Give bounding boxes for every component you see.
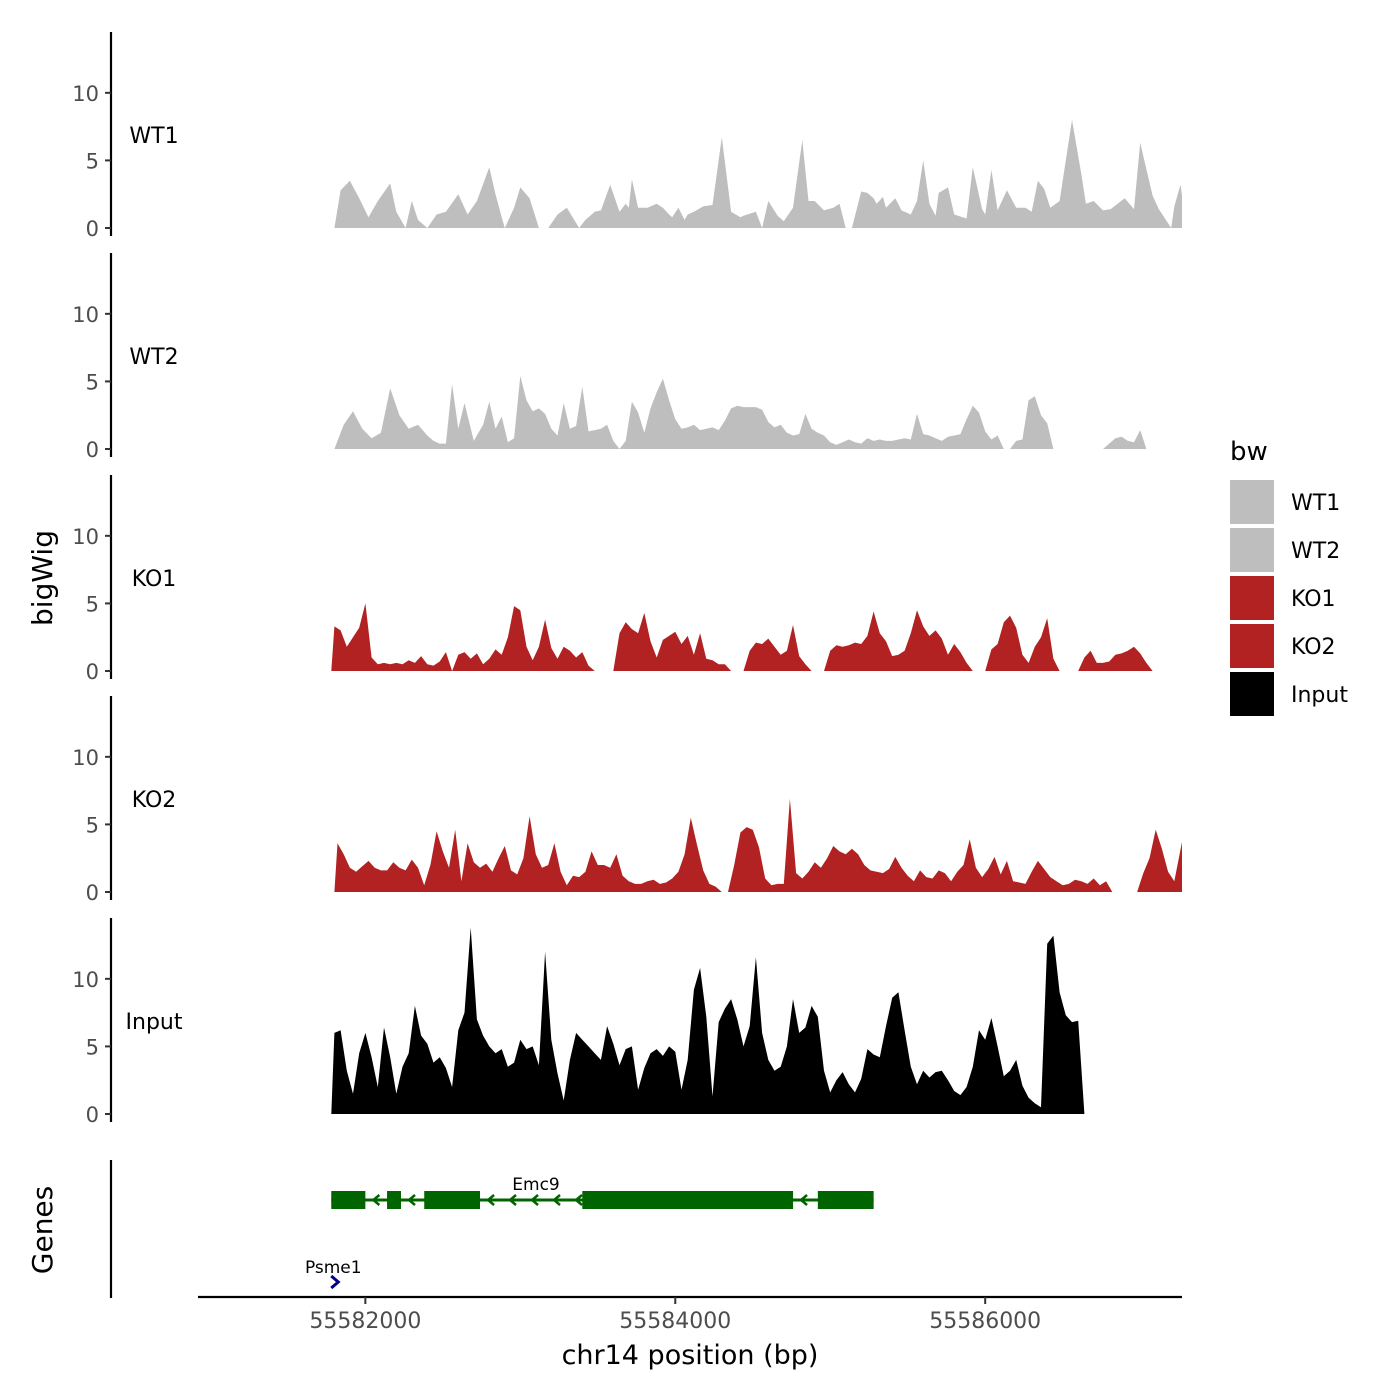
coverage-area-input (331, 927, 1159, 1114)
y-tick-label: 0 (86, 438, 99, 462)
legend-label: KO1 (1291, 587, 1336, 612)
legend-label: KO2 (1291, 635, 1336, 660)
y-tick-label: 0 (86, 217, 99, 241)
legend-label: Input (1291, 683, 1348, 708)
legend-label: WT1 (1291, 491, 1340, 516)
gene-exon (387, 1191, 401, 1209)
gene-psme1: Psme1 (305, 1258, 362, 1290)
coverage-area-ko1 (331, 603, 1153, 671)
coverage-area-wt1 (334, 119, 1182, 228)
gene-strand-arrow (508, 1194, 517, 1206)
y-tick-label: 5 (86, 370, 99, 394)
y-tick-label: 5 (86, 1035, 99, 1059)
y-tick-label: 5 (86, 813, 99, 837)
legend-key-ko2 (1230, 624, 1274, 668)
legend-key-input (1230, 672, 1274, 716)
genes-track: Psme1 Emc9 (109, 1160, 874, 1298)
track-input: 0 5 10 Input (72, 918, 1159, 1127)
gene-exon (331, 1191, 366, 1209)
y-tick-label: 10 (72, 82, 99, 106)
x-axis: 55582000 55584000 55586000 (198, 1295, 1182, 1334)
gene-strand-arrow (330, 1274, 341, 1290)
gene-strand-arrow (552, 1194, 561, 1206)
gene-strand-arrow (799, 1194, 808, 1206)
y-tick-label: 5 (86, 149, 99, 173)
y-tick-label: 0 (86, 1103, 99, 1127)
track-ko1: 0 5 10 KO1 (72, 475, 1153, 684)
y-tick-label: 10 (72, 303, 99, 327)
coverage-area-wt2 (334, 376, 1182, 449)
x-tick-label: 55586000 (929, 1309, 1041, 1334)
legend-key-wt2 (1230, 528, 1274, 572)
gene-exon (424, 1191, 481, 1209)
gene-strand-arrow (574, 1194, 583, 1206)
y-tick-label: 10 (72, 746, 99, 770)
gene-label: Psme1 (305, 1258, 362, 1278)
gene-strand-arrow (371, 1194, 381, 1206)
y-tick-label: 0 (86, 881, 99, 905)
legend-key-ko1 (1230, 576, 1274, 620)
track-wt1: 0 5 10 WT1 (72, 32, 1182, 241)
y-tick-label: 0 (86, 660, 99, 684)
legend-title: bw (1230, 437, 1268, 467)
gene-strand-arrow (486, 1194, 495, 1206)
track-label: WT1 (129, 124, 178, 149)
gene-exon (582, 1191, 794, 1209)
legend: bw WT1 WT2 KO1 KO2 Input (1230, 437, 1348, 716)
track-wt2: 0 5 10 WT2 (72, 253, 1182, 462)
gene-strand-arrow (530, 1194, 539, 1206)
gene-label: Emc9 (512, 1175, 559, 1195)
y-tick-label: 10 (72, 525, 99, 549)
track-label: KO1 (132, 567, 177, 592)
gene-emc9: Emc9 (331, 1175, 874, 1209)
track-label: WT2 (129, 345, 178, 370)
x-tick-label: 55584000 (619, 1309, 731, 1334)
y-tick-label: 10 (72, 968, 99, 992)
legend-label: WT2 (1291, 539, 1340, 564)
coverage-area-ko2 (334, 798, 1182, 892)
track-ko2: 0 5 10 KO2 (72, 696, 1182, 905)
gene-exon (817, 1191, 874, 1209)
y-tick-label: 5 (86, 592, 99, 616)
legend-key-wt1 (1230, 480, 1274, 524)
x-axis-title: chr14 position (bp) (562, 1340, 819, 1371)
genes-axis-title: Genes (26, 1186, 59, 1274)
x-tick-label: 55582000 (309, 1309, 421, 1334)
bigwig-tracks: 0 5 10 WT1 0 5 10 WT2 0 5 10 KO1 0 5 10 KO2 0 5 10 Input (72, 32, 1182, 1127)
track-label: KO2 (132, 788, 177, 813)
track-label: Input (126, 1010, 183, 1035)
gene-strand-arrow (407, 1194, 416, 1206)
y-axis-title: bigWig (26, 530, 59, 626)
